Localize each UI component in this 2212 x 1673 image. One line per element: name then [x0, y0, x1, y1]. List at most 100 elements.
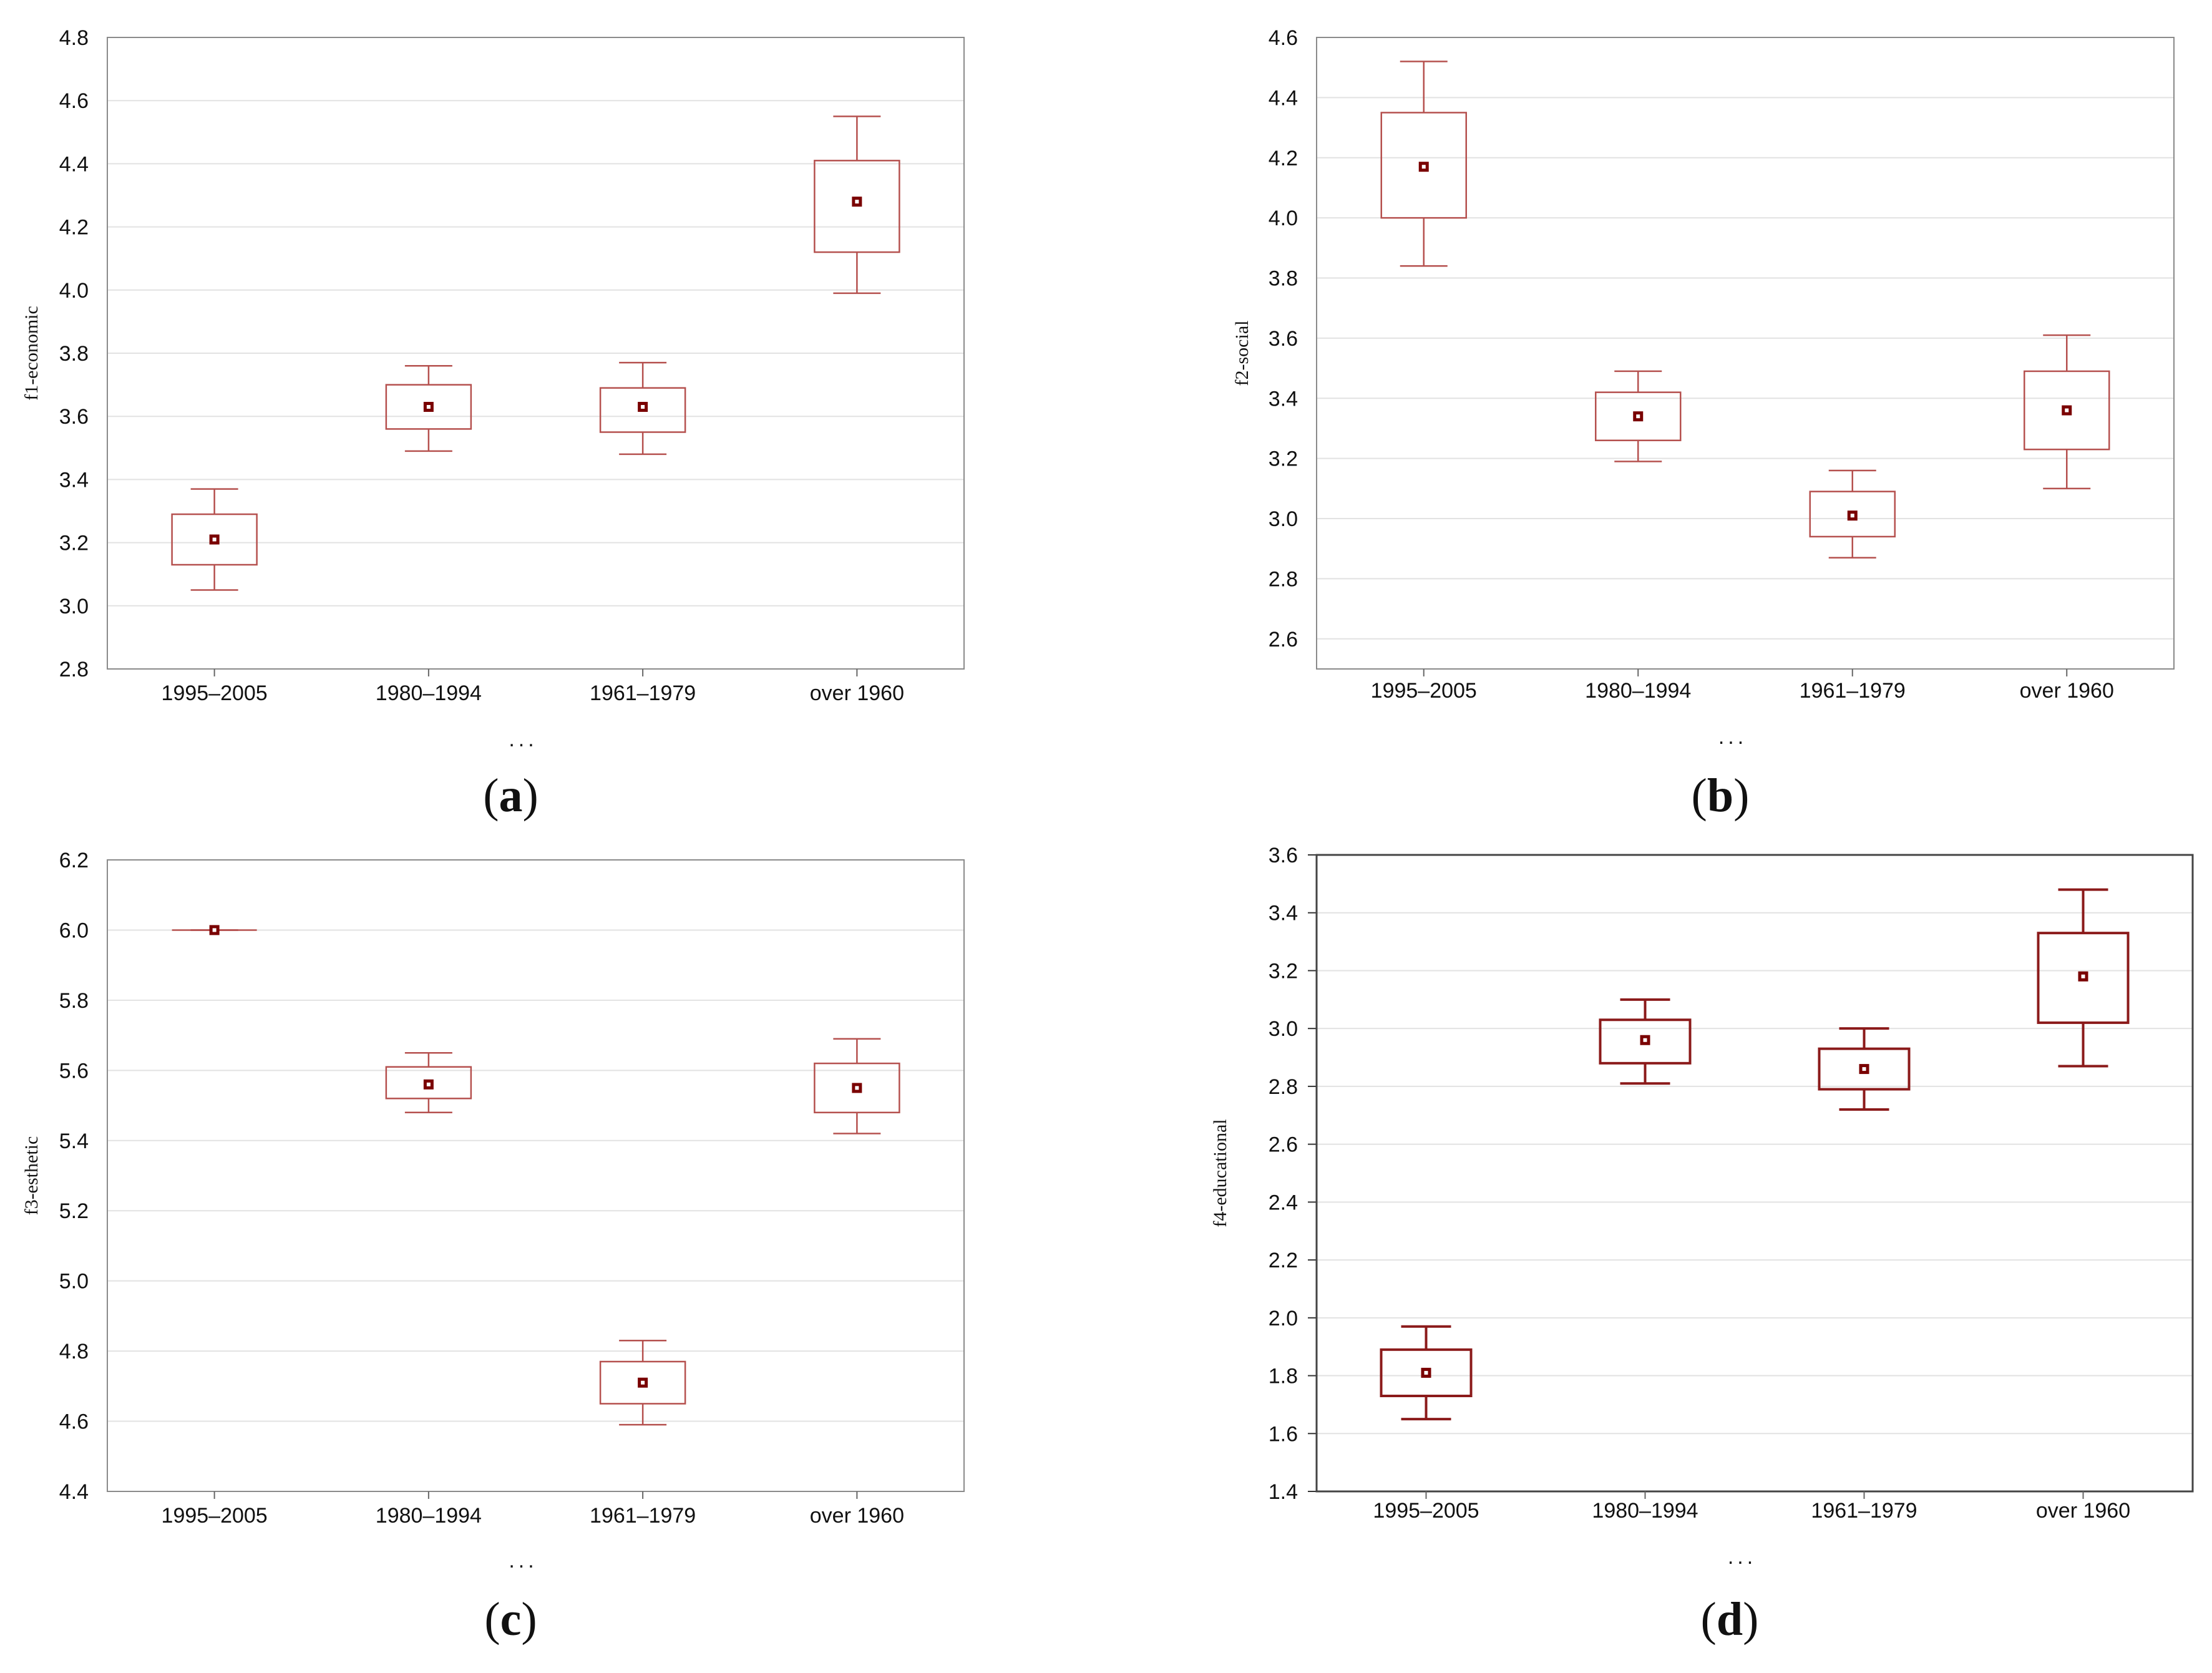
y-tick-label: 3.6	[59, 405, 89, 429]
plot-frame	[107, 37, 965, 670]
y-tick-label: 5.2	[59, 1199, 89, 1223]
y-tick-label: 5.0	[59, 1270, 89, 1294]
box-2	[385, 1051, 472, 1114]
y-tick-label: 6.0	[59, 919, 89, 942]
y-tick-label: 4.4	[1269, 86, 1298, 110]
x-axis-label: ...	[509, 1549, 537, 1573]
x-tick-label: 1995–2005	[1371, 679, 1477, 703]
y-tick-label: 3.6	[1269, 844, 1298, 867]
x-tick-label: 1980–1994	[1585, 679, 1691, 703]
box-2	[385, 364, 472, 452]
y-tick-label: 5.8	[59, 989, 89, 1013]
mean-marker-center	[2065, 408, 2069, 412]
plot-frame	[1316, 37, 2175, 670]
box-rect	[2037, 932, 2130, 1024]
y-tick-label: 1.4	[1269, 1480, 1298, 1504]
x-tick-label: 1961–1979	[1800, 679, 1906, 703]
mean-marker-center	[1421, 165, 1426, 169]
y-tick-label: 5.4	[59, 1129, 89, 1153]
box-1	[172, 925, 257, 935]
x-tick-label: 1961–1979	[1811, 1499, 1917, 1523]
chart-panel-d: 1.4 1.6 1.8 2.0 2.2 2.4 2.6 2.8 3.0 3.2 3.4 3.6 1995…	[1210, 844, 2194, 1646]
box-rect	[599, 387, 686, 433]
mean-marker-center	[1862, 1067, 1866, 1071]
box-rect	[385, 1066, 472, 1100]
box-3	[1809, 469, 1896, 558]
y-tick-label: 3.4	[59, 468, 89, 492]
mean-marker-center	[641, 405, 645, 409]
y-tick-label: 3.2	[1269, 447, 1298, 471]
box-3	[1818, 1027, 1911, 1111]
box-rect	[814, 1062, 900, 1114]
y-tick-label: 4.6	[59, 89, 89, 113]
mean-marker-center	[1636, 414, 1640, 419]
mean-marker-center	[855, 200, 859, 204]
caption-letter: d	[1717, 1593, 1743, 1646]
x-axis-label: ...	[509, 728, 537, 751]
x-axis-label: ...	[1718, 725, 1747, 749]
y-tick-label: 4.2	[1269, 147, 1298, 170]
x-tick-label: over 1960	[2036, 1499, 2130, 1523]
y-tick-label: 3.0	[59, 595, 89, 618]
y-axis-label: f4-educational	[1210, 1119, 1230, 1227]
box-1	[1380, 61, 1467, 267]
box-rect	[1380, 112, 1467, 219]
box-4	[2037, 888, 2130, 1068]
mean-marker-center	[426, 405, 431, 409]
caption-paren-close: )	[1733, 769, 1749, 822]
caption-paren-close: )	[521, 1593, 537, 1646]
x-tick-label: 1980–1994	[376, 1504, 482, 1528]
y-tick-label: 2.8	[1269, 567, 1298, 591]
box-3	[599, 1339, 686, 1426]
box-rect	[1809, 490, 1896, 538]
caption-letter: c	[500, 1593, 522, 1646]
x-tick-label: 1980–1994	[376, 681, 482, 705]
caption-paren-close: )	[1743, 1593, 1758, 1646]
mean-marker-center	[212, 537, 217, 542]
x-tick-label: 1995–2005	[1373, 1499, 1479, 1523]
y-tick-label: 1.8	[1269, 1365, 1298, 1388]
caption-paren-open: (	[483, 769, 499, 822]
y-tick-label: 2.2	[1269, 1249, 1298, 1272]
box-2	[1599, 998, 1692, 1085]
box-4	[814, 1038, 900, 1134]
box-rect	[1380, 1348, 1473, 1397]
x-axis-label: ...	[1728, 1545, 1756, 1569]
caption-letter: a	[499, 769, 523, 822]
mean-marker-center	[1424, 1370, 1428, 1375]
box-1	[1380, 1325, 1473, 1421]
caption-paren-open: (	[484, 1593, 500, 1646]
box-4	[2024, 334, 2110, 490]
y-tick-label: 2.8	[1269, 1075, 1298, 1099]
y-tick-label: 4.0	[1269, 207, 1298, 230]
box-rect	[1599, 1018, 1692, 1065]
y-axis-label: f1-economic	[21, 306, 42, 401]
box-4	[814, 115, 900, 295]
box-rect	[1818, 1047, 1911, 1091]
y-tick-label: 4.0	[59, 279, 89, 303]
y-tick-label: 3.4	[1269, 902, 1298, 925]
x-tick-label: over 1960	[810, 1504, 904, 1528]
box-2	[1595, 370, 1682, 462]
box-rect	[171, 513, 258, 566]
mean-marker-center	[212, 928, 217, 932]
box-3	[599, 361, 686, 456]
box-rect	[599, 1360, 686, 1405]
y-axis-label: f3-esthetic	[21, 1136, 42, 1216]
chart-panel-a: 2.8 3.0 3.2 3.4 3.6 3.8 4.0 4.2 4.4 4.6 4.8 1995–20…	[21, 26, 965, 822]
y-tick-label: 3.0	[1269, 1017, 1298, 1041]
box-rect	[1595, 391, 1682, 442]
y-tick-label: 3.8	[59, 342, 89, 366]
y-tick-label: 3.0	[1269, 507, 1298, 531]
y-tick-label: 2.6	[1269, 628, 1298, 651]
y-tick-label: 2.8	[59, 658, 89, 681]
mean-marker-center	[1643, 1038, 1647, 1042]
x-tick-label: over 1960	[810, 681, 904, 705]
x-tick-label: 1995–2005	[162, 681, 268, 705]
box-rect	[385, 384, 472, 430]
y-tick-label: 4.6	[59, 1410, 89, 1434]
plot-frame	[1315, 854, 2194, 1493]
mean-marker-center	[2081, 974, 2085, 978]
caption-paren-open: (	[1701, 1593, 1717, 1646]
